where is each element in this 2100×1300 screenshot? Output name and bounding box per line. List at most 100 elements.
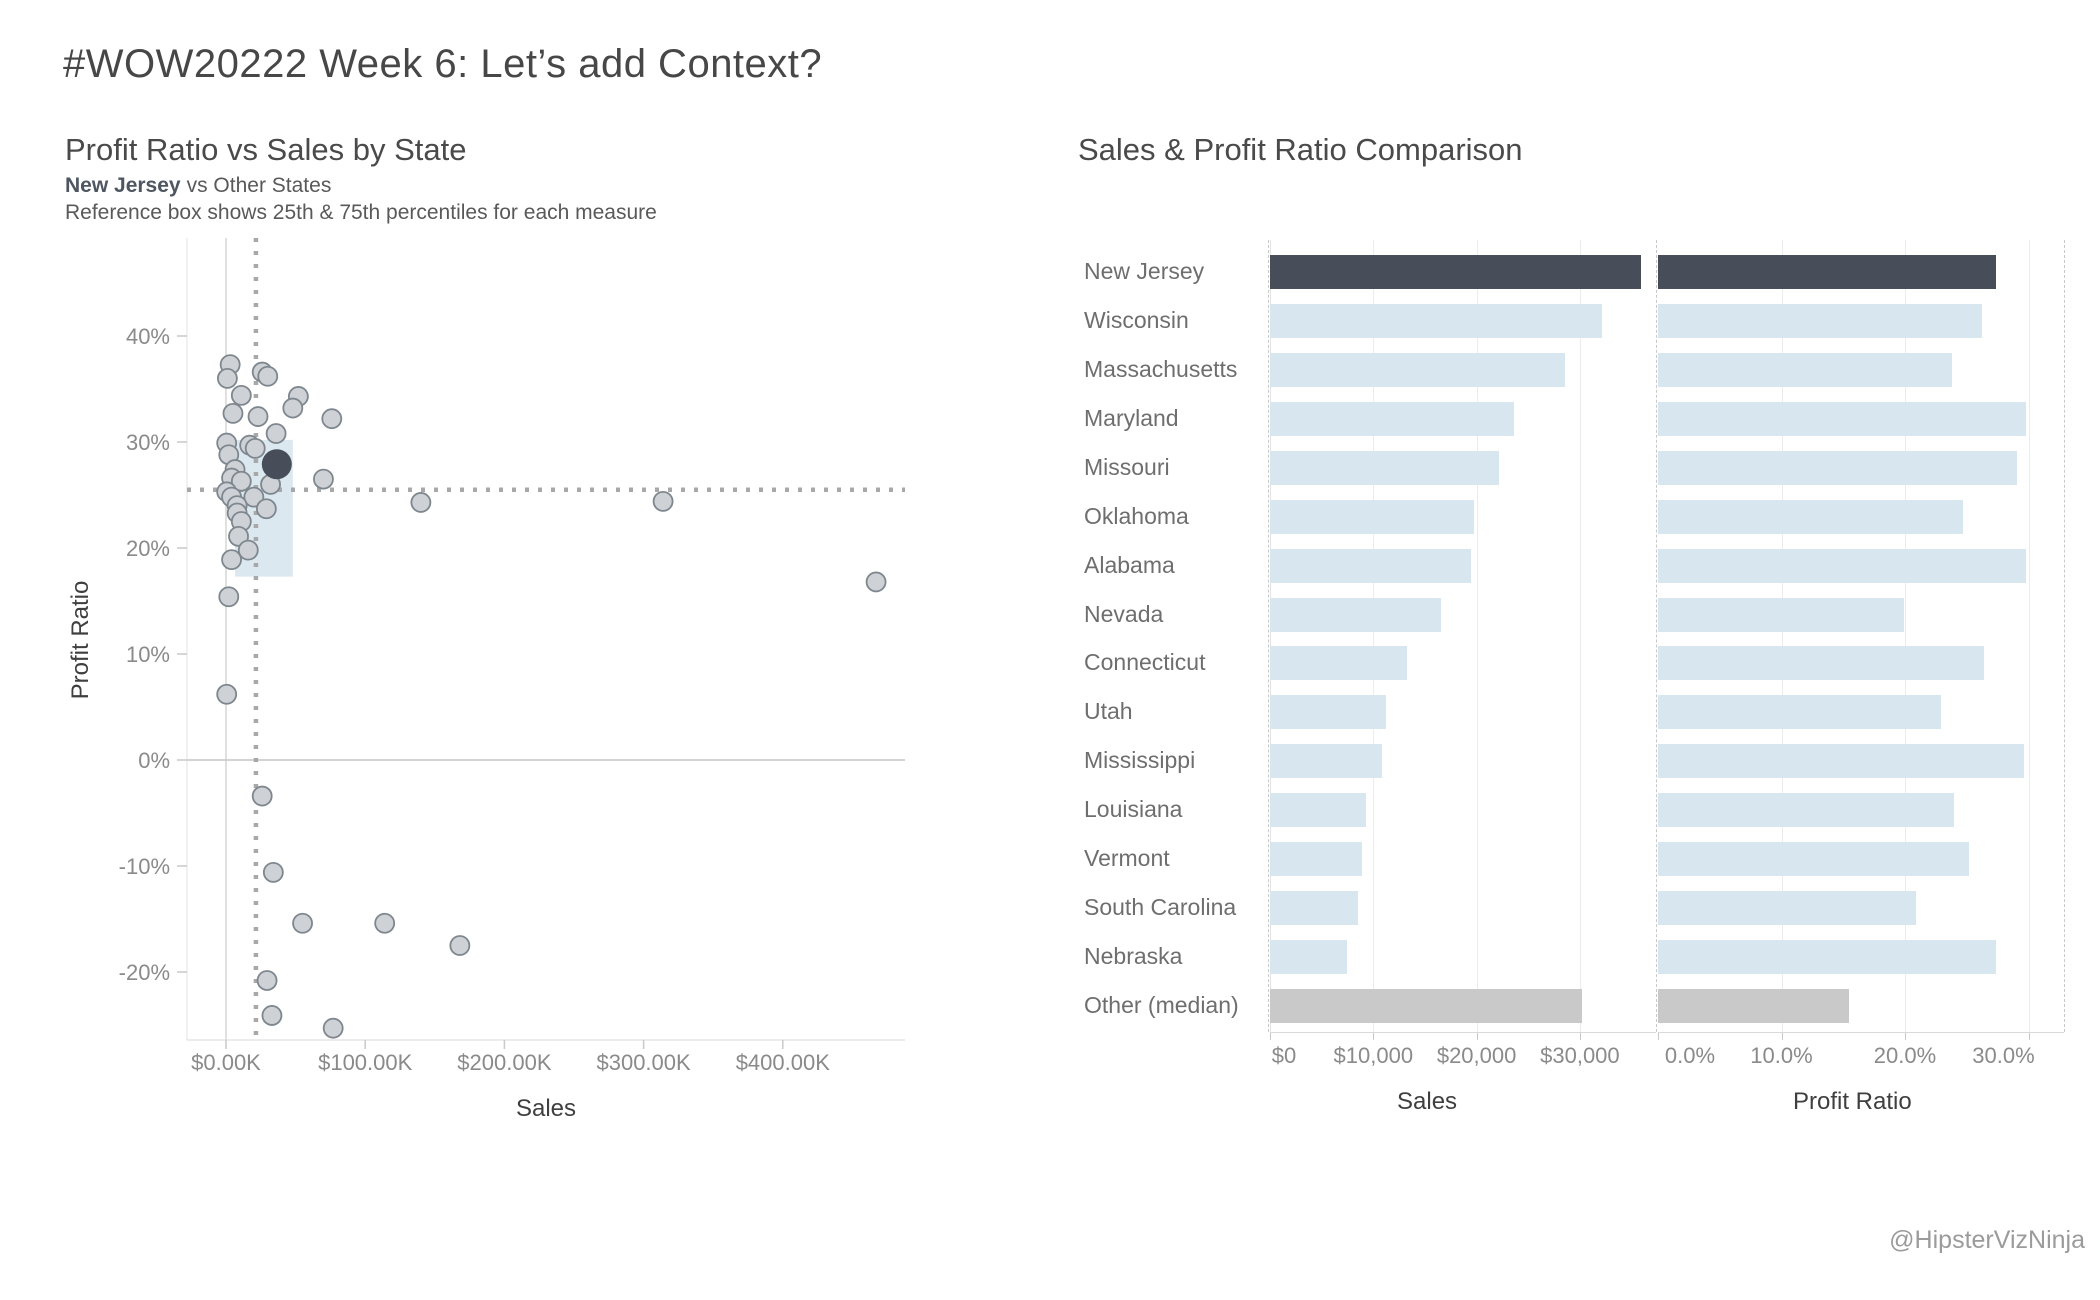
- scatter-point-other-state[interactable]: [247, 406, 269, 427]
- scatter-x-axis-title: Sales: [516, 1095, 576, 1122]
- scatter-point-other-state[interactable]: [256, 970, 278, 991]
- scatter-point-other-state[interactable]: [230, 470, 252, 492]
- bar-row-label[interactable]: Vermont: [1084, 845, 1170, 872]
- scatter-axes: 40% 30% 20% 10% 0% -10% -20% $0.00K $100.00K $200…: [119, 238, 905, 1075]
- sales-bar[interactable]: [1270, 988, 1582, 1023]
- x-tick-label: $200.00K: [457, 1050, 552, 1075]
- y-tick-label: 10%: [126, 642, 170, 667]
- scatter-point-other-state[interactable]: [222, 402, 244, 424]
- profit-ratio-bar[interactable]: [1658, 695, 1941, 730]
- scatter-point-other-state[interactable]: [257, 365, 279, 387]
- scatter-point-other-state[interactable]: [218, 586, 240, 608]
- scatter-reference-note: Reference box shows 25th & 75th percenti…: [65, 201, 657, 224]
- scatter-point-other-state[interactable]: [865, 571, 887, 593]
- sales-bar[interactable]: [1270, 499, 1474, 534]
- bar-row-label[interactable]: New Jersey: [1084, 258, 1205, 284]
- bar-row-label[interactable]: Oklahoma: [1084, 502, 1189, 529]
- scatter-point-other-state[interactable]: [652, 490, 674, 512]
- scatter-point-other-state[interactable]: [230, 384, 252, 406]
- bar-row-label[interactable]: Maryland: [1084, 404, 1179, 431]
- scatter-point-other-state[interactable]: [292, 912, 313, 934]
- scatter-point-other-state[interactable]: [313, 468, 334, 490]
- scatter-point-new-jersey[interactable]: [261, 449, 292, 480]
- sales-bar[interactable]: [1270, 842, 1362, 877]
- profit-ratio-bar[interactable]: [1658, 744, 2024, 779]
- sales-bar[interactable]: [1270, 891, 1358, 926]
- scatter-point-other-state[interactable]: [410, 492, 432, 513]
- profit-ratio-bar[interactable]: [1658, 499, 1964, 534]
- sales-bar[interactable]: [1270, 401, 1514, 436]
- bar-row-label[interactable]: Massachusetts: [1084, 355, 1238, 382]
- sales-bar[interactable]: [1270, 793, 1367, 828]
- bar-row-label[interactable]: Nevada: [1084, 600, 1164, 627]
- bar-row-label[interactable]: Nebraska: [1084, 943, 1183, 970]
- profit-ratio-bar[interactable]: [1658, 646, 1985, 681]
- sales-bar[interactable]: [1270, 548, 1472, 583]
- comparison-chart-title: Sales & Profit Ratio Comparison: [1078, 132, 1523, 167]
- scatter-point-other-state[interactable]: [261, 1005, 283, 1026]
- profit-ratio-bar[interactable]: [1658, 401, 2027, 436]
- scatter-point-other-state[interactable]: [244, 437, 266, 459]
- scatter-chart-title: Profit Ratio vs Sales by State: [65, 132, 467, 167]
- sales-axis-line: [1270, 1032, 1656, 1033]
- sales-bar[interactable]: [1270, 940, 1348, 975]
- sales-tick-mark: [1476, 1032, 1478, 1040]
- profit-ratio-bar[interactable]: [1658, 940, 1997, 975]
- sales-bar[interactable]: [1270, 450, 1500, 485]
- bar-row-label[interactable]: Alabama: [1084, 551, 1175, 578]
- sales-tick-mark: [1270, 1032, 1271, 1040]
- scatter-point-other-state[interactable]: [216, 683, 238, 705]
- profit-ratio-bar[interactable]: [1658, 450, 2018, 485]
- scatter-point-other-state[interactable]: [282, 397, 304, 419]
- profit-ratio-bar[interactable]: [1658, 255, 1997, 289]
- profit-ratio-bar[interactable]: [1658, 303, 1982, 338]
- sales-gridline: [1270, 240, 1271, 1032]
- profit-ratio-tick-label: 0.0%: [1664, 1043, 1716, 1068]
- bar-row-label[interactable]: Connecticut: [1084, 649, 1206, 676]
- bar-row-label[interactable]: Louisiana: [1084, 796, 1183, 823]
- scatter-point-other-state[interactable]: [216, 367, 238, 389]
- sales-bar[interactable]: [1270, 744, 1382, 779]
- scatter-plot[interactable]: 40% 30% 20% 10% 0% -10% -20% $0.00K $100.00K $200…: [50, 230, 940, 1150]
- x-tick-label: $300.00K: [596, 1050, 691, 1075]
- profit-ratio-tick-mark: [2028, 1032, 2030, 1040]
- profit-ratio-bar[interactable]: [1658, 548, 2027, 583]
- panel-divider: [2064, 240, 2065, 1032]
- scatter-point-other-state[interactable]: [221, 549, 242, 571]
- sales-bar[interactable]: [1270, 255, 1641, 289]
- profit-ratio-bar[interactable]: [1658, 988, 1850, 1023]
- bar-row-label[interactable]: South Carolina: [1084, 894, 1237, 921]
- scatter-point-other-state[interactable]: [265, 423, 287, 444]
- sales-axis-title: Sales: [1397, 1088, 1469, 1116]
- scatter-point-other-state[interactable]: [251, 785, 273, 807]
- sales-tick-label: $30,000: [1540, 1043, 1620, 1068]
- scatter-point-other-state[interactable]: [322, 1017, 344, 1039]
- scatter-point-other-state[interactable]: [321, 408, 343, 430]
- profit-ratio-bar[interactable]: [1658, 597, 1904, 632]
- bar-row-label[interactable]: Utah: [1084, 698, 1133, 725]
- scatter-point-other-state[interactable]: [255, 498, 277, 520]
- bar-row-label[interactable]: Missouri: [1084, 453, 1170, 480]
- sales-bar[interactable]: [1270, 695, 1386, 730]
- scatter-point-other-state[interactable]: [449, 935, 471, 956]
- scatter-point-other-state[interactable]: [237, 539, 259, 561]
- bar-row-label[interactable]: Mississippi: [1084, 747, 1196, 774]
- sales-bar[interactable]: [1270, 303, 1602, 338]
- scatter-point-other-state[interactable]: [374, 912, 396, 934]
- profit-ratio-bar[interactable]: [1658, 793, 1955, 828]
- sales-axis-title-text: Sales: [1397, 1088, 1458, 1115]
- profit-ratio-tick-mark: [1905, 1032, 1906, 1040]
- sales-bar[interactable]: [1270, 352, 1566, 387]
- profit-ratio-bar[interactable]: [1658, 891, 1917, 926]
- y-tick-label: -10%: [119, 854, 170, 879]
- sales-bar[interactable]: [1270, 597, 1442, 632]
- scatter-point-other-state[interactable]: [243, 486, 265, 508]
- bar-row-label[interactable]: Wisconsin: [1084, 306, 1189, 333]
- sales-bar[interactable]: [1270, 646, 1408, 681]
- scatter-subtitle-rest: vs Other States: [186, 174, 332, 197]
- profit-ratio-bar[interactable]: [1658, 842, 1970, 877]
- scatter-point-other-state[interactable]: [262, 861, 284, 883]
- profit-ratio-bar[interactable]: [1658, 352, 1952, 387]
- bar-row-label[interactable]: Other (median): [1084, 991, 1239, 1018]
